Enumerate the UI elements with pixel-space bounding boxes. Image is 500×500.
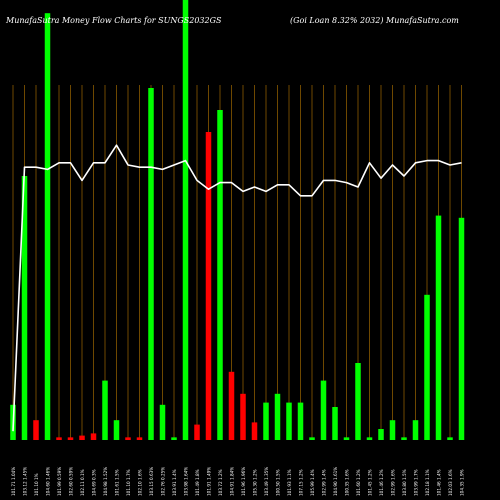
money-flow-bar bbox=[424, 294, 430, 440]
x-tick-label: 101.46 1.4% bbox=[437, 469, 442, 496]
money-flow-bar bbox=[125, 437, 131, 440]
x-tick-label: 102.99 1.6% bbox=[391, 469, 396, 496]
price-line bbox=[12, 144, 462, 432]
x-tick-label: 103.12 1.45% bbox=[23, 467, 28, 496]
line-series bbox=[12, 144, 462, 432]
x-tick-label: 101.61 1.5% bbox=[115, 469, 120, 496]
money-flow-bar bbox=[56, 437, 62, 440]
money-flow-bar bbox=[205, 132, 212, 440]
money-flow-bar bbox=[182, 0, 189, 440]
x-tick-label: 104.98 1.52% bbox=[103, 467, 108, 496]
x-tick-label: 100.50 1.5% bbox=[276, 469, 281, 496]
money-flow-bar bbox=[21, 176, 28, 440]
x-tick-label: 101.49 1.8% bbox=[195, 469, 200, 496]
money-flow-bar bbox=[228, 371, 235, 440]
money-flow-bar bbox=[263, 402, 269, 440]
x-tick-label: 104.69 0.3% bbox=[92, 469, 97, 496]
x-tick-label: 101.71 1.04% bbox=[11, 467, 16, 496]
money-flow-bar bbox=[148, 88, 154, 440]
money-flow-bar bbox=[378, 429, 384, 440]
x-tick-label: 102.18 1.1% bbox=[425, 469, 430, 496]
money-flow-bar bbox=[194, 424, 200, 440]
x-tick-label: 104.90 1.61% bbox=[333, 467, 338, 496]
money-flow-bar bbox=[343, 437, 350, 440]
x-tick-label: 101.96 1.96% bbox=[241, 467, 246, 496]
chart-header-left: MunafaSutra Money Flow Charts for SUNGS2… bbox=[6, 16, 222, 25]
money-flow-bar bbox=[171, 437, 177, 440]
money-flow-bar bbox=[159, 404, 166, 440]
x-tick-labels: 101.71 1.04% 103.12 1.45% 101.10 1% 104.60 … bbox=[11, 467, 465, 496]
x-tick-label: 100.35 1.6% bbox=[345, 469, 350, 496]
money-flow-bar bbox=[435, 215, 442, 440]
money-flow-bar bbox=[458, 217, 465, 440]
x-tick-label: 101.91 1.49% bbox=[207, 467, 212, 496]
money-flow-bar bbox=[355, 363, 361, 440]
x-tick-label: 101.93 1.1% bbox=[287, 469, 292, 496]
money-flow-bar bbox=[67, 437, 74, 440]
x-tick-label: 102.03 1.6% bbox=[448, 469, 453, 496]
x-tick-label: 103.99 1.7% bbox=[414, 469, 419, 496]
x-tick-label: 101.60 1.2% bbox=[356, 469, 361, 496]
money-flow-bar bbox=[320, 380, 327, 440]
x-tick-label: 103.98 1.64% bbox=[184, 467, 189, 496]
x-tick-label: 103.72 1.2% bbox=[218, 469, 223, 496]
x-tick-label: 103.15 0.63% bbox=[149, 467, 154, 496]
x-tick-label: 101.10 1.7% bbox=[126, 469, 131, 496]
money-flow-bar bbox=[389, 420, 396, 440]
money-flow-bar bbox=[401, 437, 407, 440]
money-flow-bar bbox=[332, 407, 338, 440]
money-flow-bar bbox=[90, 433, 97, 440]
x-tick-label: 101.45 1.2% bbox=[368, 469, 373, 496]
x-tick-label: 103.49 1.35% bbox=[264, 467, 269, 496]
money-flow-bar bbox=[79, 435, 85, 440]
x-tick-label: 105.30 1.2% bbox=[253, 469, 258, 496]
x-tick-label: 101.99 0.59% bbox=[57, 467, 62, 496]
x-tick-label: 104.35 1.9% bbox=[460, 469, 465, 496]
x-tick-label: 101.10 1% bbox=[34, 473, 39, 496]
money-flow-bar bbox=[286, 402, 292, 440]
money-flow-bar bbox=[44, 13, 51, 440]
x-tick-label: 104.60 1.46% bbox=[46, 467, 51, 496]
money-flow-bar bbox=[412, 420, 419, 440]
money-flow-bar bbox=[217, 110, 223, 440]
money-flow-bar bbox=[366, 437, 373, 440]
money-flow-bar bbox=[102, 380, 108, 440]
x-tick-label: 105.99 1.4% bbox=[310, 469, 315, 496]
x-tick-label: 104.91 1.84% bbox=[230, 467, 235, 496]
money-flow-bar bbox=[113, 420, 120, 440]
x-tick-label: 102.99 1.4% bbox=[322, 469, 327, 496]
x-tick-label: 103.80 1.5% bbox=[402, 469, 407, 496]
money-flow-bar bbox=[274, 393, 281, 440]
chart-header-right: (Goi Loan 8.32% 2032) MunafaSutra.com bbox=[290, 16, 459, 25]
x-tick-label: 102.10 1.6% bbox=[138, 469, 143, 496]
x-tick-label: 102.11 0.1% bbox=[80, 469, 85, 496]
money-flow-bar bbox=[447, 437, 453, 440]
money-flow-bar bbox=[33, 420, 39, 440]
x-tick-label: 102.76 0.25% bbox=[161, 467, 166, 496]
x-tick-label: 107.15 1.2% bbox=[299, 469, 304, 496]
money-flow-bar bbox=[309, 437, 315, 440]
money-flow-bar bbox=[297, 402, 304, 440]
x-tick-label: 101.46 1.2% bbox=[379, 469, 384, 496]
bar-series bbox=[10, 0, 465, 440]
x-tick-label: 102.60 0.59% bbox=[69, 467, 74, 496]
money-flow-bar bbox=[240, 393, 246, 440]
money-flow-bar bbox=[136, 437, 143, 440]
money-flow-bar bbox=[251, 422, 258, 440]
x-tick-label: 103.91 1.4% bbox=[172, 469, 177, 496]
